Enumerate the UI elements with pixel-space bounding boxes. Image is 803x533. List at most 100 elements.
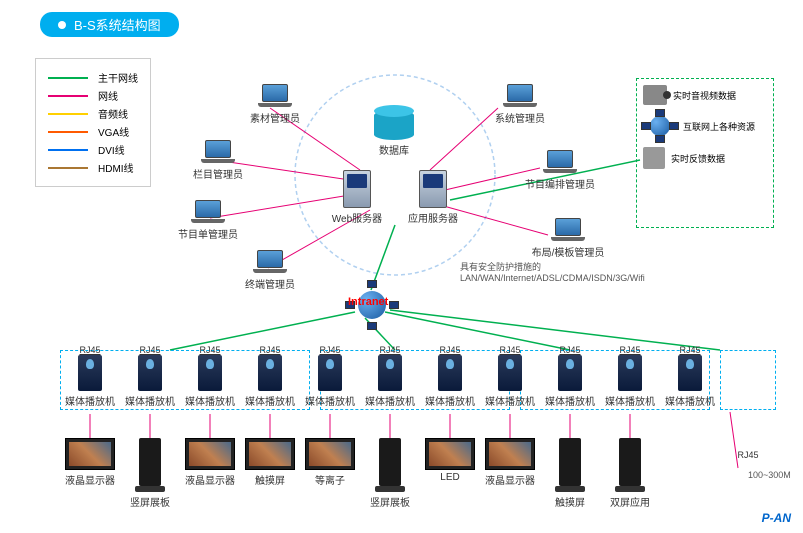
kiosk-icon [559, 438, 581, 486]
admin-node: 栏目管理员 [178, 140, 258, 181]
player-icon [378, 355, 402, 391]
intranet-hub: Intranet [340, 280, 404, 330]
player-label: 媒体播放机 [544, 393, 596, 408]
legend-line-icon [48, 113, 88, 115]
player-node: RJ45 媒体播放机 [484, 345, 536, 408]
player-node: RJ45媒体播放机 [664, 345, 716, 408]
app-server-node: 应用服务器 [398, 170, 468, 225]
database-label: 数据库 [358, 142, 430, 157]
external-resources-box: 实时音视频数据互联网上各种资源实时反馈数据 [636, 78, 774, 228]
legend-label: VGA线 [98, 124, 129, 139]
laptop-icon [543, 150, 577, 174]
player-label: 媒体播放机 [604, 393, 656, 408]
rj45-label: RJ45 [364, 345, 416, 355]
legend-box: 主干网线网线音频线 VGA线 DVI线 HDMI线 [35, 58, 151, 187]
player-node: RJ45 媒体播放机 [184, 345, 236, 408]
laptop-icon [201, 140, 235, 164]
web-server-node: Web服务器 [322, 170, 392, 225]
laptop-icon [503, 84, 537, 108]
legend-label: 音频线 [98, 106, 128, 121]
server-icon [419, 170, 447, 208]
legend-line-icon [48, 77, 88, 79]
monitor-icon [185, 438, 235, 470]
rj45-label: RJ45 [604, 345, 656, 355]
player-label: 媒体播放机 [424, 393, 476, 408]
rj45-label: RJ45 [304, 345, 356, 355]
player-label: 媒体播放机 [484, 393, 536, 408]
monitor-icon [305, 438, 355, 470]
kiosk-icon [139, 438, 161, 486]
player-label: 媒体播放机 [364, 393, 416, 408]
player-node: RJ45媒体播放机 [304, 345, 356, 408]
legend-row: 网线 [48, 88, 138, 103]
title-dot-icon [58, 21, 66, 29]
display-label: 触摸屏 [538, 494, 602, 509]
resource-item: 实时反馈数据 [643, 147, 767, 169]
laptop-icon [258, 84, 292, 108]
player-node: RJ45 媒体播放机 [604, 345, 656, 408]
server-icon [343, 170, 371, 208]
legend-line-icon [48, 167, 88, 169]
display-node: 液晶显示器 [478, 438, 542, 487]
player-label: 媒体播放机 [664, 393, 716, 408]
display-label: 竖屏展板 [118, 494, 182, 509]
player-label: 媒体播放机 [184, 393, 236, 408]
admin-label: 栏目管理员 [178, 166, 258, 181]
web-server-label: Web服务器 [322, 210, 392, 225]
printer-icon [643, 147, 665, 169]
player-icon [258, 355, 282, 391]
rj45-end-label: RJ45 [728, 450, 768, 460]
admin-label: 布局/模板管理员 [528, 244, 608, 259]
kiosk-icon [619, 438, 641, 486]
player-icon [678, 355, 702, 391]
player-icon [318, 355, 342, 391]
display-label: 双屏应用 [598, 494, 662, 509]
rj45-label: RJ45 [64, 345, 116, 355]
admin-label: 素材管理员 [235, 110, 315, 125]
admin-node: 布局/模板管理员 [528, 218, 608, 259]
display-node: 竖屏展板 [358, 438, 422, 509]
admin-label: 节目编排管理员 [520, 176, 600, 191]
legend-label: DVI线 [98, 142, 125, 157]
display-label: 液晶显示器 [178, 472, 242, 487]
admin-node: 终端管理员 [230, 250, 310, 291]
rj45-label: RJ45 [184, 345, 236, 355]
legend-label: HDMI线 [98, 160, 134, 175]
player-icon [198, 355, 222, 391]
player-label: 媒体播放机 [124, 393, 176, 408]
player-icon [558, 355, 582, 391]
display-node: LED [418, 438, 482, 483]
legend-row: HDMI线 [48, 160, 138, 175]
display-label: LED [418, 472, 482, 483]
player-node: RJ45媒体播放机 [544, 345, 596, 408]
resource-label: 互联网上各种资源 [683, 120, 755, 133]
admin-node: 节目单管理员 [168, 200, 248, 241]
display-node: 竖屏展板 [118, 438, 182, 509]
legend-label: 主干网线 [98, 70, 138, 85]
player-label: 媒体播放机 [64, 393, 116, 408]
laptop-icon [253, 250, 287, 274]
monitor-icon [425, 438, 475, 470]
resource-item: 实时音视频数据 [643, 85, 767, 105]
display-node: 触摸屏 [238, 438, 302, 487]
legend-row: 音频线 [48, 106, 138, 121]
title-text: B-S系统结构图 [74, 15, 161, 34]
player-node: RJ45 媒体播放机 [364, 345, 416, 408]
display-node: 液晶显示器 [58, 438, 122, 487]
kiosk-icon [379, 438, 401, 486]
brand-logo: P-AN [762, 511, 791, 525]
globe-hub-icon [643, 111, 677, 141]
legend-line-icon [48, 131, 88, 133]
display-node: 触摸屏 [538, 438, 602, 509]
network-note: 具有安全防护措施的 LAN/WAN/Internet/ADSL/CDMA/ISD… [460, 260, 645, 283]
laptop-icon [191, 200, 225, 224]
admin-label: 系统管理员 [480, 110, 560, 125]
player-icon [78, 355, 102, 391]
display-label: 等离子 [298, 472, 362, 487]
page-title: B-S系统结构图 [40, 12, 179, 37]
laptop-icon [551, 218, 585, 242]
rj45-label: RJ45 [484, 345, 536, 355]
player-node: RJ45媒体播放机 [244, 345, 296, 408]
admin-label: 节目单管理员 [168, 226, 248, 241]
rj45-label: RJ45 [124, 345, 176, 355]
